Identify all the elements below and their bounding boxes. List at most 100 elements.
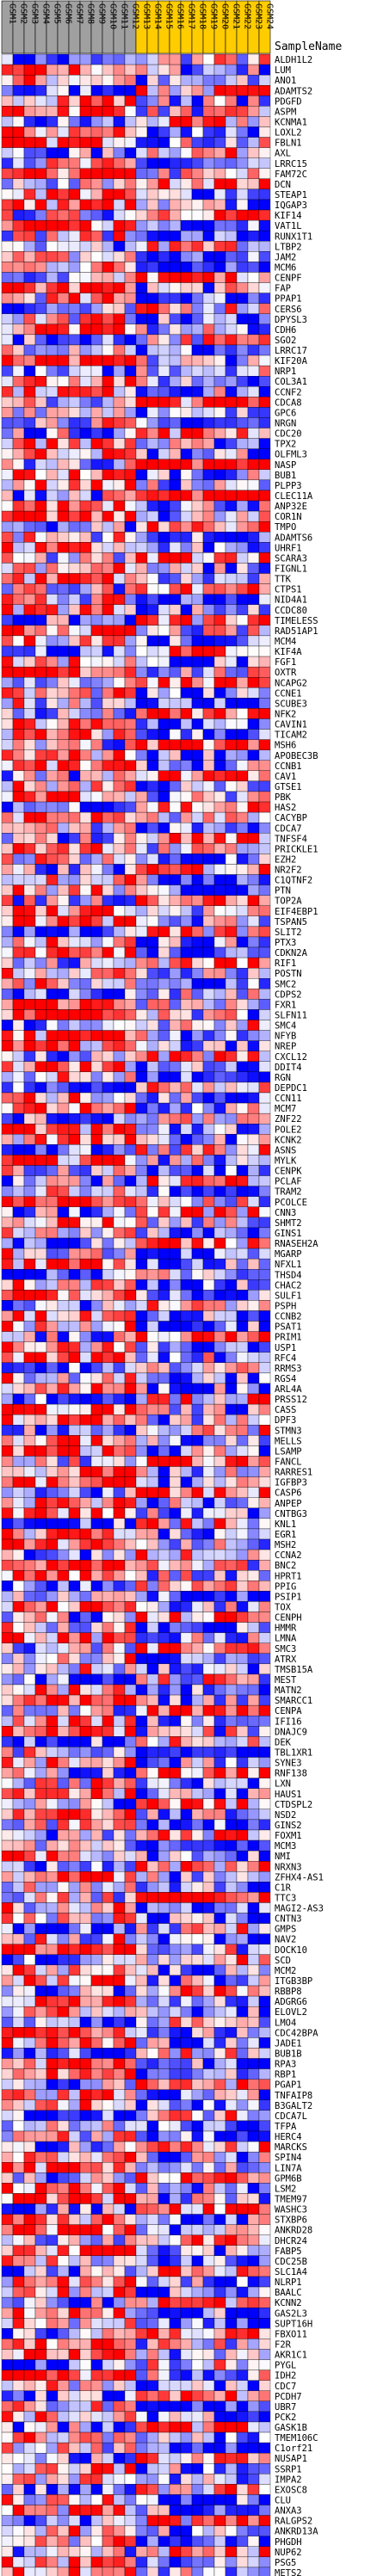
heatmap-cell [23, 1673, 36, 1685]
heatmap-cell [124, 397, 137, 408]
heatmap-cell [113, 905, 126, 916]
heatmap-cell [202, 1362, 215, 1374]
heatmap-cell [113, 1581, 126, 1592]
heatmap-cell [124, 365, 137, 377]
heatmap-cell [68, 490, 81, 502]
heatmap-cell [12, 1684, 25, 1696]
heatmap-cell [23, 1704, 36, 1716]
heatmap-cell [124, 209, 137, 221]
heatmap-cell [191, 1237, 204, 1249]
heatmap-cell [225, 946, 238, 958]
heatmap-cell [102, 833, 114, 844]
heatmap-cell [180, 2058, 193, 2069]
heatmap-cell [169, 687, 182, 699]
heatmap-cell [124, 1456, 137, 1467]
heatmap-cell [135, 1393, 148, 1405]
heatmap-cell [57, 1673, 70, 1685]
heatmap-cell [213, 1559, 226, 1571]
heatmap-cell [68, 375, 81, 387]
heatmap-cell [169, 563, 182, 574]
heatmap-cell [213, 1061, 226, 1073]
heatmap-cell [23, 999, 36, 1010]
heatmap-cell [169, 1923, 182, 1934]
heatmap-cell [236, 1673, 249, 1685]
heatmap-cell [247, 178, 260, 190]
heatmap-cell [146, 614, 159, 626]
heatmap-cell [46, 1840, 59, 1852]
heatmap-cell [213, 905, 226, 916]
heatmap-cell [258, 303, 271, 314]
heatmap-cell [202, 407, 215, 418]
heatmap-cell [202, 967, 215, 979]
heatmap-cell [225, 324, 238, 336]
heatmap-cell [79, 2068, 92, 2080]
heatmap-cell [158, 1237, 170, 1249]
heatmap-cell [102, 1196, 114, 1207]
heatmap-cell [124, 1954, 137, 1966]
heatmap-cell [202, 1612, 215, 1623]
heatmap-cell [1, 614, 14, 626]
heatmap-cell [113, 469, 126, 481]
heatmap-cell [236, 1051, 249, 1062]
heatmap-cell [258, 1798, 271, 1810]
heatmap-cell [124, 532, 137, 543]
heatmap-cell [169, 1871, 182, 1883]
heatmap-cell [135, 656, 148, 668]
heatmap-cell [34, 1435, 47, 1446]
heatmap-cell [225, 344, 238, 356]
heatmap-cell [146, 157, 159, 169]
heatmap-cell [23, 1549, 36, 1561]
heatmap-cell [213, 1871, 226, 1883]
heatmap-cell [191, 1466, 204, 1477]
heatmap-cell [247, 1403, 260, 1415]
heatmap-cell [213, 967, 226, 979]
heatmap-cell [1, 635, 14, 647]
heatmap-cell [68, 2017, 81, 2028]
heatmap-cell [247, 656, 260, 668]
heatmap-cell [79, 1778, 92, 1789]
heatmap-cell [146, 334, 159, 346]
heatmap-cell [57, 1684, 70, 1696]
heatmap-cell [191, 1030, 204, 1041]
heatmap-cell [90, 854, 103, 865]
heatmap-cell [258, 573, 271, 584]
heatmap-cell [68, 272, 81, 283]
heatmap-cell [158, 1757, 170, 1768]
heatmap-cell [57, 614, 70, 626]
heatmap-cell [236, 1102, 249, 1114]
heatmap-cell [124, 1694, 137, 1706]
heatmap-cell [46, 1704, 59, 1716]
heatmap-cell [46, 2151, 59, 2163]
heatmap-cell [247, 687, 260, 699]
heatmap-cell [124, 1716, 137, 1727]
heatmap-cell [135, 1206, 148, 1218]
heatmap-cell [124, 1995, 137, 2007]
heatmap-cell [225, 1518, 238, 1530]
heatmap-cell [124, 749, 137, 761]
heatmap-cell [191, 614, 204, 626]
heatmap-cell [90, 1819, 103, 1831]
heatmap-cell [213, 1684, 226, 1696]
heatmap-cell [191, 500, 204, 512]
heatmap-cell [247, 53, 260, 65]
heatmap-cell [46, 614, 59, 626]
heatmap-cell [113, 946, 126, 958]
heatmap-cell [102, 282, 114, 293]
heatmap-cell [213, 957, 226, 969]
heatmap-cell [79, 1321, 92, 1332]
heatmap-cell [158, 957, 170, 969]
heatmap-cell [258, 1435, 271, 1446]
heatmap-cell [124, 1581, 137, 1592]
heatmap-cell [1, 780, 14, 792]
heatmap-cell [1, 1694, 14, 1706]
heatmap-cell [46, 1279, 59, 1291]
heatmap-cell [191, 1279, 204, 1291]
heatmap-cell [213, 677, 226, 688]
heatmap-cell [146, 1663, 159, 1675]
heatmap-cell [258, 1445, 271, 1457]
heatmap-cell [213, 74, 226, 86]
heatmap-cell [158, 293, 170, 304]
heatmap-cell [12, 490, 25, 502]
heatmap-cell [191, 749, 204, 761]
heatmap-cell [158, 344, 170, 356]
